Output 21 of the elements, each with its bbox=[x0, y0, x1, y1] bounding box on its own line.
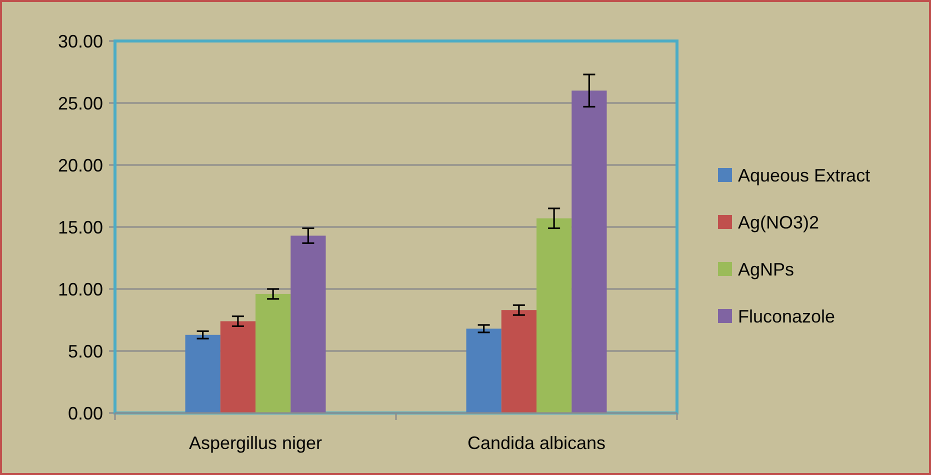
bar bbox=[536, 218, 572, 413]
bar bbox=[290, 236, 326, 413]
bar bbox=[256, 294, 291, 413]
y-tick-label: 25.00 bbox=[58, 93, 103, 114]
y-tick-label: 5.00 bbox=[68, 341, 103, 362]
y-tick-label: 0.00 bbox=[68, 403, 103, 424]
x-tick-label: Candida albicans bbox=[467, 433, 606, 453]
legend-label: AgNPs bbox=[738, 259, 794, 280]
bar bbox=[501, 310, 536, 413]
legend-label: Ag(NO3)2 bbox=[738, 212, 820, 232]
legend-label: Aqueous Extract bbox=[738, 165, 870, 186]
y-tick-label: 20.00 bbox=[58, 155, 103, 176]
bar bbox=[466, 328, 502, 413]
legend-label: Fluconazole bbox=[738, 306, 836, 326]
bar bbox=[185, 334, 220, 413]
y-tick-label: 10.00 bbox=[58, 279, 103, 300]
bar bbox=[572, 90, 607, 413]
x-tick-label: Aspergillus niger bbox=[188, 433, 322, 453]
y-tick-label: 15.00 bbox=[58, 217, 103, 238]
bar bbox=[220, 321, 256, 413]
y-tick-label: 30.00 bbox=[58, 31, 103, 52]
